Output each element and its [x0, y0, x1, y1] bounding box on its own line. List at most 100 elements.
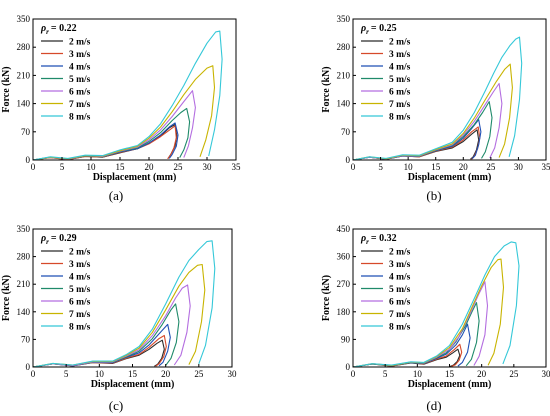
legend-label: 2 m/s: [69, 248, 91, 258]
legend-label: 2 m/s: [389, 38, 411, 48]
x-tick-label: 15: [445, 369, 455, 379]
x-tick-label: 30: [514, 162, 524, 172]
legend-label: 5 m/s: [69, 285, 91, 295]
x-tick-label: 35: [542, 162, 550, 172]
panel-b: 0 5 10 15 20 25 30 35070140210280350Displacemen…: [321, 14, 550, 203]
legend-label: 6 m/s: [69, 298, 91, 308]
x-tick-label: 5: [60, 162, 65, 172]
series-line-8ms-panel2: [32, 240, 216, 368]
y-tick-label: 350: [337, 14, 351, 24]
panel-c: 0 5 10 15 20 25 30 0 70 140 210 280 350 Displacement …: [1, 224, 237, 413]
x-axis-label: Displacement (mm): [91, 379, 175, 390]
x-tick-label: 5: [383, 369, 388, 379]
x-tick-label: 5: [64, 369, 69, 379]
x-axis-label: Displacement (mm): [408, 379, 492, 390]
series-line-8ms-panel1: [352, 36, 523, 161]
y-axis-label: Force (kN): [321, 66, 332, 112]
rho-symbol: ρ: [360, 233, 366, 244]
legend-label: 2 m/s: [389, 248, 411, 258]
panel-caption: (a): [109, 188, 123, 203]
rho-value: = 0.22: [51, 23, 77, 34]
legend-label: 8 m/s: [389, 323, 411, 333]
y-axis-label: Force (kN): [321, 275, 332, 321]
x-tick-label: 25: [486, 162, 496, 172]
y-tick-label: 450: [337, 224, 351, 234]
y-axis-label: Force (kN): [1, 275, 12, 321]
x-tick-label: 20: [477, 369, 487, 379]
legend-label: 5 m/s: [389, 75, 411, 85]
y-tick-label: 350: [17, 224, 31, 234]
rho-label: ρr = 0.25: [360, 23, 397, 36]
x-tick-label: 15: [116, 162, 126, 172]
y-tick-label: 0: [26, 155, 31, 165]
legend-label: 6 m/s: [69, 88, 91, 98]
series-line-7ms-panel2: [32, 263, 206, 368]
series-line-8ms-panel3: [352, 241, 520, 368]
legend-label: 5 m/s: [69, 75, 91, 85]
x-tick-label: 30: [203, 162, 213, 172]
legend-label: 4 m/s: [69, 63, 91, 73]
y-tick-label: 140: [337, 99, 351, 109]
legend-label: 3 m/s: [69, 50, 91, 60]
x-tick-label: 10: [404, 162, 414, 172]
x-tick-label: 30: [228, 369, 238, 379]
series-line-5ms-panel1: [352, 101, 493, 161]
y-tick-label: 210: [337, 70, 351, 80]
legend-label: 4 m/s: [69, 273, 91, 283]
legend-label: 3 m/s: [389, 50, 411, 60]
y-tick-label: 360: [337, 252, 351, 262]
y-tick-label: 70: [21, 334, 31, 344]
series-line-4ms-panel1: [352, 119, 482, 161]
legend-label: 8 m/s: [389, 113, 411, 123]
series-line-8ms-panel0: [32, 30, 223, 161]
x-tick-label: 0: [351, 369, 356, 379]
y-tick-label: 280: [337, 42, 351, 52]
x-tick-label: 5: [378, 162, 383, 172]
x-tick-label: 35: [232, 162, 242, 172]
rho-symbol: ρ: [40, 23, 46, 34]
rho-subscript: r: [366, 28, 369, 36]
x-tick-label: 20: [145, 162, 155, 172]
y-tick-label: 210: [17, 70, 31, 80]
x-tick-label: 20: [161, 369, 171, 379]
x-tick-label: 25: [194, 369, 204, 379]
legend-label: 7 m/s: [69, 310, 91, 320]
legend-label: 2 m/s: [69, 38, 91, 48]
plot-frame: [32, 18, 237, 161]
x-tick-label: 10: [95, 369, 105, 379]
y-tick-label: 210: [17, 279, 31, 289]
y-tick-label: 90: [341, 334, 351, 344]
y-tick-label: 0: [26, 362, 31, 372]
legend-label: 6 m/s: [389, 298, 411, 308]
x-tick-label: 15: [128, 369, 138, 379]
x-axis-label: Displacement (mm): [93, 172, 177, 183]
rho-symbol: ρ: [40, 233, 46, 244]
y-axis-label: Force (kN): [1, 66, 12, 112]
rho-value: = 0.29: [51, 233, 77, 244]
rho-value: = 0.25: [371, 23, 397, 34]
rho-label: ρr = 0.32: [360, 233, 397, 246]
legend-label: 8 m/s: [69, 323, 91, 333]
rho-subscript: r: [46, 238, 49, 246]
y-tick-label: 280: [17, 252, 31, 262]
x-tick-label: 10: [413, 369, 423, 379]
legend-label: 6 m/s: [389, 88, 411, 98]
legend-label: 4 m/s: [389, 273, 411, 283]
x-axis-label: Displacement (mm): [408, 172, 492, 183]
x-tick-label: 20: [459, 162, 469, 172]
rho-label: ρr = 0.22: [40, 23, 77, 36]
y-tick-label: 0: [346, 362, 351, 372]
x-tick-label: 15: [431, 162, 441, 172]
y-tick-label: 0: [346, 155, 351, 165]
y-tick-label: 180: [337, 307, 351, 317]
rho-subscript: r: [366, 238, 369, 246]
rho-subscript: r: [46, 28, 49, 36]
plot-frame: [32, 228, 233, 368]
plot-frame: [352, 18, 547, 161]
x-tick-label: 25: [509, 369, 519, 379]
y-tick-label: 70: [21, 127, 31, 137]
y-tick-label: 270: [337, 279, 351, 289]
legend-label: 8 m/s: [69, 113, 91, 123]
rho-symbol: ρ: [360, 23, 366, 34]
